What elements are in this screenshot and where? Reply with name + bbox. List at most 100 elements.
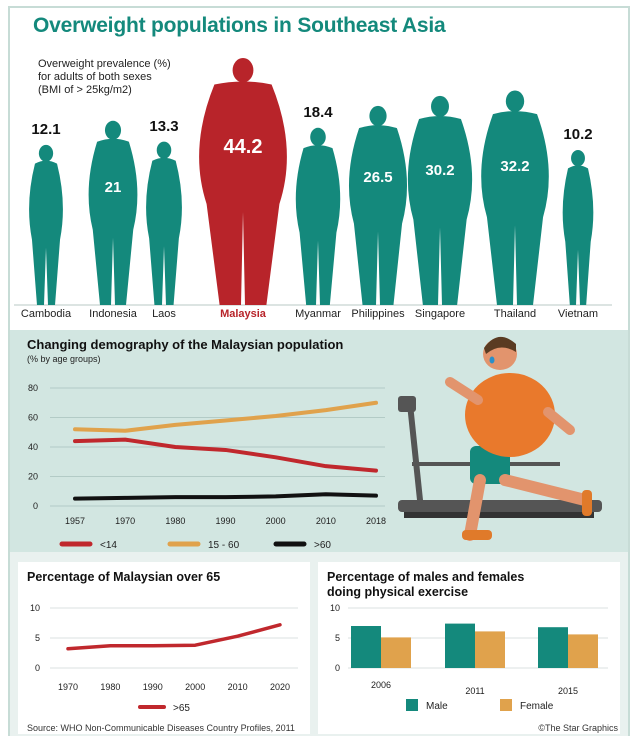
value-label-laos: 13.3	[149, 117, 179, 135]
bar-female-2015	[568, 634, 598, 668]
series-line-0	[73, 437, 378, 473]
figure-body	[29, 160, 63, 305]
x-tick-label: 2010	[316, 516, 336, 526]
x-tick-label: 1957	[65, 516, 85, 526]
legend-label: >65	[173, 703, 190, 714]
x-tick-label: 2015	[558, 686, 578, 696]
legend-label: 15 - 60	[208, 540, 240, 551]
y-tick-label: 20	[28, 472, 38, 482]
treadmill-belt	[398, 500, 602, 512]
figure-malaysia	[199, 58, 287, 305]
value-label-thailand: 32.2	[500, 158, 530, 176]
figure-vietnam	[562, 150, 594, 305]
country-label-malaysia: Malaysia	[220, 308, 266, 320]
runner-shoe	[462, 530, 492, 540]
value-label-malaysia: 44.2	[223, 136, 263, 159]
runner-hair	[484, 336, 516, 354]
treadmill-post	[399, 401, 423, 503]
runner-leg	[499, 474, 591, 506]
figure-cambodia	[29, 144, 63, 305]
x-tick-label: 2000	[266, 516, 286, 526]
treadmill-base	[404, 512, 594, 518]
page-title: Overweight populations in Southeast Asia	[33, 14, 446, 37]
y-tick-label: 10	[330, 603, 340, 613]
legend-swatch	[500, 699, 512, 711]
country-label-vietnam: Vietnam	[557, 308, 599, 320]
figure-body	[295, 145, 341, 305]
y-tick-label: 80	[28, 383, 38, 393]
value-label-indonesia: 21	[104, 179, 122, 197]
x-tick-label: 1970	[115, 516, 135, 526]
runner-arm	[543, 407, 575, 435]
x-tick-label: 2020	[270, 682, 290, 692]
series-line-over65	[66, 623, 282, 651]
legend-swatch	[406, 699, 418, 711]
x-tick-label: 1990	[143, 682, 163, 692]
y-tick-label: 10	[30, 603, 40, 613]
figure-head	[232, 58, 254, 83]
figure-body	[146, 157, 182, 305]
exercise-chart: 0 5 10 2006 2011 2015 Male Female	[330, 603, 608, 712]
x-tick-label: 1990	[215, 516, 235, 526]
legend-label: Male	[426, 701, 448, 712]
country-label-myanmar: Myanmar	[295, 308, 341, 320]
legend-label: >60	[314, 540, 331, 551]
runner-shoe	[582, 490, 592, 516]
over65-title: Percentage of Malaysian over 65	[27, 570, 221, 584]
figure-philippines	[348, 105, 408, 305]
bar-female-2011	[475, 631, 505, 668]
figure-body	[348, 125, 408, 305]
figure-head	[431, 95, 449, 118]
figure-head	[369, 105, 387, 127]
series-line-2	[73, 492, 378, 501]
legend-label: Female	[520, 701, 554, 712]
over65-chart: 0 5 10 1970 1980 1990 2000 2010 2020 >65	[30, 603, 298, 714]
figure-head	[571, 150, 585, 167]
credit-note: ©The Star Graphics	[538, 723, 618, 733]
x-tick-label: 2018	[366, 516, 386, 526]
x-tick-label: 2011	[465, 686, 484, 696]
y-tick-label: 5	[335, 633, 340, 643]
x-tick-label: 1970	[58, 682, 78, 692]
figure-head	[505, 90, 525, 113]
exercise-title: Percentage of males and females doing ph…	[327, 570, 525, 599]
y-tick-label: 40	[28, 442, 38, 452]
figure-body	[199, 81, 287, 305]
legend-label: <14	[100, 540, 117, 551]
value-label-vietnam: 10.2	[563, 126, 593, 143]
x-tick-label: 1980	[165, 516, 185, 526]
figure-body	[562, 165, 594, 305]
demography-chart: 0 20 40 60 80 1957 1970 1980 1990 2000 2010 2018 <14…	[28, 336, 602, 551]
runner-leg	[464, 474, 486, 541]
figure-body	[407, 116, 473, 306]
y-tick-label: 60	[28, 413, 38, 423]
overweight-figures-chart	[14, 58, 612, 306]
bar-male-2006	[351, 626, 381, 668]
figure-head	[156, 141, 172, 159]
country-label-singapore: Singapore	[414, 308, 466, 320]
treadmill-console	[398, 396, 416, 412]
figure-head	[38, 144, 54, 162]
country-label-indonesia: Indonesia	[89, 308, 137, 320]
country-label-laos: Laos	[152, 308, 176, 320]
figure-thailand	[481, 90, 549, 305]
series-line-1	[73, 400, 378, 433]
value-label-myanmar: 18.4	[303, 103, 333, 121]
runner-arm	[445, 377, 483, 405]
value-label-singapore: 30.2	[425, 162, 455, 180]
y-tick-label: 5	[35, 633, 40, 643]
prevalence-label: Overweight prevalence (%) for adults of …	[38, 58, 171, 96]
x-tick-label: 2000	[185, 682, 205, 692]
value-label-philippines: 26.5	[363, 168, 393, 186]
figure-singapore	[407, 95, 473, 306]
figure-indonesia	[88, 120, 138, 305]
x-tick-label: 1980	[100, 682, 120, 692]
country-label-thailand: Thailand	[493, 308, 537, 320]
bar-male-2015	[538, 627, 568, 668]
demography-title: Changing demography of the Malaysian pop…	[27, 337, 344, 352]
y-tick-label: 0	[33, 501, 38, 511]
figure-head	[104, 120, 122, 140]
figure-laos	[146, 141, 182, 305]
value-label-cambodia: 12.1	[31, 120, 61, 138]
y-tick-label: 0	[335, 663, 340, 673]
